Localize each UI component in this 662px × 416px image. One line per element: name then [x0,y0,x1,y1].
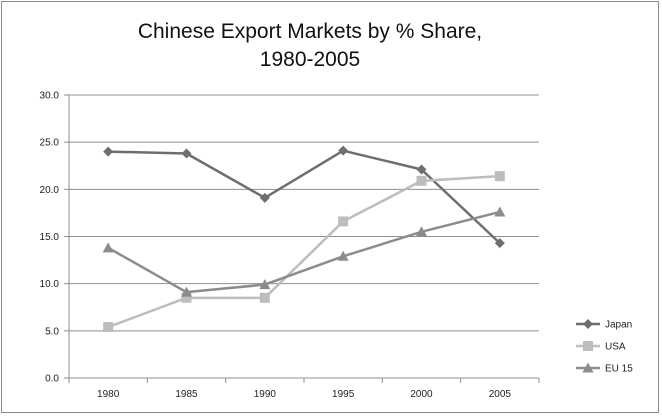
y-tick-label: 20.0 [40,185,60,196]
data-point [337,250,349,261]
legend-entry: EU 15 [576,362,633,375]
data-point [494,171,505,182]
y-tick-label: 30.0 [40,91,60,102]
x-tick-label: 1985 [175,389,198,400]
y-tick-label: 25.0 [40,138,60,149]
x-tick-label: 2000 [410,389,433,400]
data-point [416,175,427,186]
y-axis-ticks: 0.0 5.0 10.0 15.0 20.0 25.0 30.0 [40,91,69,385]
chart-title-line-1: Chinese Export Markets by % Share, [137,20,483,43]
chart-title-line-2: 1980-2005 [259,48,361,71]
legend-swatch-marker [583,341,593,351]
legend-entry: Japan [576,319,632,331]
data-point [181,292,192,303]
legend-swatch-marker [583,319,593,329]
x-tick-label: 1990 [254,389,277,400]
x-tick-label: 2005 [489,389,512,400]
series-line [108,149,501,245]
y-tick-label: 5.0 [45,326,59,337]
legend: Japan USA EU 15 [576,319,633,375]
series-line [107,174,500,329]
y-tick-label: 15.0 [40,232,60,243]
data-point [181,148,192,159]
series-eu-15 [102,206,506,297]
series-japan [103,145,505,249]
series-line [107,210,501,294]
x-axis-ticks: 1980 1985 1990 1995 2000 2005 [68,378,540,400]
chart-title: Chinese Export Markets by % Share, 1980-… [90,18,530,74]
data-point [102,242,114,253]
data-point [494,238,505,249]
data-point [103,146,114,157]
series-group [102,145,506,333]
legend-label: EU 15 [605,364,633,375]
data-point [338,216,349,227]
legend-label: USA [605,342,626,353]
data-point [494,206,506,217]
data-point [338,145,349,156]
data-point [416,164,427,175]
series-usa [103,171,505,333]
gridlines [69,94,539,332]
data-point [259,292,270,303]
legend-label: Japan [605,320,632,331]
y-tick-label: 10.0 [40,279,60,290]
x-tick-label: 1995 [332,389,355,400]
x-tick-label: 1980 [97,389,120,400]
data-point [259,192,270,203]
data-point [103,322,114,333]
y-tick-label: 0.0 [45,374,59,385]
data-point [259,279,271,290]
data-point [416,226,427,237]
legend-entry: USA [576,341,626,353]
data-point [181,286,192,297]
legend-swatch-marker [582,362,594,373]
